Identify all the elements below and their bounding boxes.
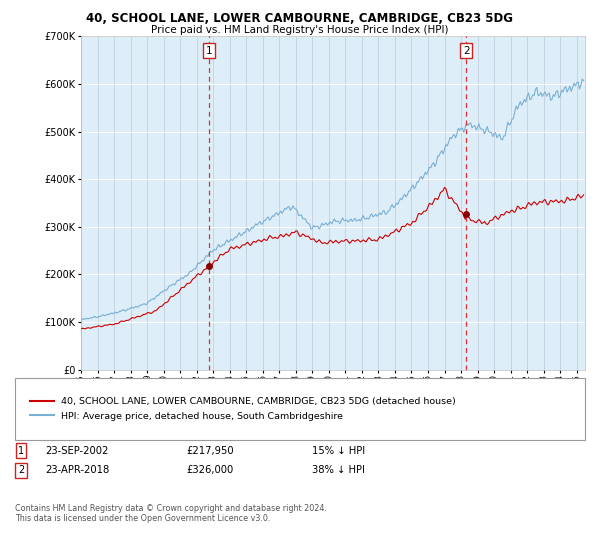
Text: 15% ↓ HPI: 15% ↓ HPI [312,446,365,456]
Text: 23-SEP-2002: 23-SEP-2002 [45,446,109,456]
Text: 38% ↓ HPI: 38% ↓ HPI [312,465,365,475]
Legend: 40, SCHOOL LANE, LOWER CAMBOURNE, CAMBRIDGE, CB23 5DG (detached house), HPI: Ave: 40, SCHOOL LANE, LOWER CAMBOURNE, CAMBRI… [25,392,461,426]
Text: 2: 2 [463,46,470,55]
Text: Contains HM Land Registry data © Crown copyright and database right 2024.
This d: Contains HM Land Registry data © Crown c… [15,504,327,524]
Text: £326,000: £326,000 [186,465,233,475]
FancyBboxPatch shape [15,378,585,440]
Text: Price paid vs. HM Land Registry's House Price Index (HPI): Price paid vs. HM Land Registry's House … [151,25,449,35]
Text: 2: 2 [18,465,24,475]
Text: £217,950: £217,950 [186,446,233,456]
Text: 1: 1 [18,446,24,456]
Text: 40, SCHOOL LANE, LOWER CAMBOURNE, CAMBRIDGE, CB23 5DG: 40, SCHOOL LANE, LOWER CAMBOURNE, CAMBRI… [86,12,514,25]
Text: 23-APR-2018: 23-APR-2018 [45,465,109,475]
Text: 1: 1 [205,46,212,55]
